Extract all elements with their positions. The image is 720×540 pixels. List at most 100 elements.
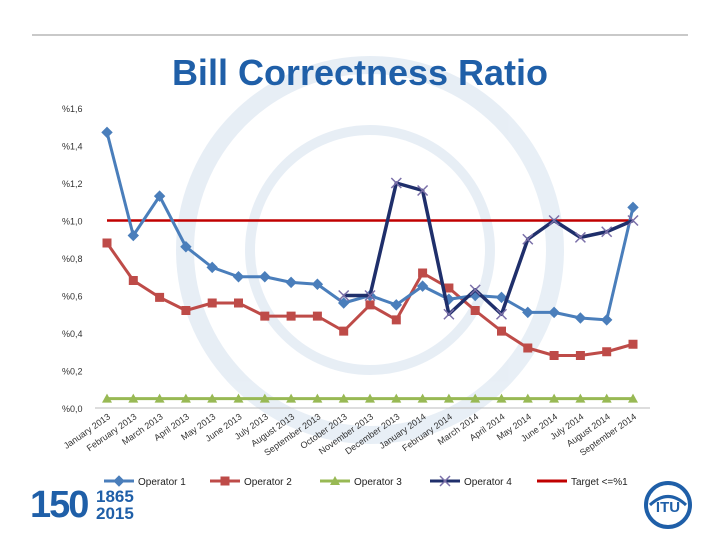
data-point-operator-4 — [601, 226, 613, 238]
data-point-operator-1 — [495, 291, 508, 304]
data-point-operator-1 — [574, 312, 587, 324]
legend-label: Operator 2 — [244, 477, 292, 488]
data-point-operator-3 — [365, 393, 375, 403]
data-point-operator-2 — [128, 276, 138, 285]
data-point-operator-3 — [207, 393, 218, 403]
data-point-operator-2 — [628, 339, 638, 349]
data-point-operator-3 — [259, 393, 270, 403]
data-point-operator-4 — [443, 308, 455, 320]
title-top-rule — [32, 34, 688, 36]
data-point-operator-1 — [153, 190, 166, 202]
data-point-operator-4 — [390, 177, 402, 189]
legend-swatch-marker — [330, 476, 340, 485]
footer: 150 1865 2015 ITU — [0, 470, 720, 540]
data-point-operator-1 — [390, 299, 403, 311]
data-point-operator-1 — [127, 229, 140, 242]
legend-swatch-marker — [220, 476, 230, 486]
data-point-operator-3 — [575, 393, 586, 403]
data-point-operator-2 — [181, 306, 191, 315]
year-start: 1865 — [96, 487, 134, 506]
data-point-operator-3 — [522, 393, 533, 403]
data-point-operator-4 — [364, 289, 376, 302]
data-point-operator-2 — [339, 326, 349, 336]
data-point-operator-2 — [207, 298, 217, 308]
y-tick-label: %0,8 — [62, 254, 83, 264]
data-point-operator-1 — [416, 280, 429, 292]
data-point-operator-3 — [391, 393, 402, 403]
anniversary-number: 150 — [30, 484, 89, 526]
legend-label: Operator 4 — [464, 477, 512, 488]
data-point-operator-2 — [391, 315, 401, 325]
data-point-operator-1 — [206, 261, 218, 274]
data-point-operator-1 — [627, 201, 639, 214]
data-point-operator-1 — [600, 314, 613, 326]
year-end: 2015 — [96, 504, 134, 523]
data-point-operator-4 — [548, 214, 560, 227]
data-point-operator-3 — [496, 393, 507, 403]
data-point-operator-3 — [233, 393, 244, 403]
data-point-operator-3 — [417, 393, 428, 403]
legend-label: Operator 3 — [354, 477, 402, 488]
legend-label: Operator 1 — [138, 477, 186, 488]
data-point-operator-2 — [155, 292, 165, 302]
data-point-operator-3 — [338, 393, 349, 403]
data-point-operator-3 — [628, 393, 638, 403]
y-tick-label: %1,2 — [62, 179, 83, 189]
data-point-operator-4 — [574, 231, 586, 243]
data-point-operator-1 — [232, 271, 245, 283]
data-point-operator-2 — [418, 268, 428, 278]
page-title: Bill Correctness Ratio — [171, 52, 549, 93]
y-tick-label: %0,0 — [62, 404, 83, 414]
data-point-operator-3 — [286, 393, 297, 403]
data-point-operator-2 — [102, 238, 112, 248]
data-point-operator-3 — [180, 393, 191, 403]
data-point-operator-4 — [469, 284, 481, 296]
anniversary-years: 1865 2015 — [96, 488, 156, 522]
data-point-operator-2 — [523, 343, 533, 353]
data-point-operator-4 — [495, 308, 508, 320]
data-point-operator-3 — [470, 393, 481, 403]
legend-label: Target <=%1 — [571, 477, 628, 488]
y-tick-label: %1,0 — [62, 217, 83, 227]
data-point-operator-2 — [497, 326, 506, 336]
data-point-operator-4 — [522, 233, 534, 245]
data-point-operator-2 — [602, 347, 612, 357]
data-point-operator-1 — [259, 271, 271, 283]
data-point-operator-2 — [234, 298, 243, 308]
data-point-operator-2 — [260, 311, 270, 321]
y-tick-label: %0,2 — [62, 367, 83, 377]
data-point-operator-2 — [444, 283, 454, 293]
data-point-operator-1 — [285, 276, 297, 289]
data-point-operator-1 — [180, 241, 192, 253]
data-point-operator-4 — [627, 214, 639, 227]
legend-swatch-marker — [439, 475, 451, 487]
y-tick-label: %0,6 — [62, 292, 83, 302]
data-point-operator-1 — [101, 126, 113, 139]
data-point-operator-1 — [522, 306, 534, 319]
data-point-operator-3 — [128, 393, 139, 403]
data-point-operator-2 — [470, 306, 480, 315]
data-point-operator-3 — [549, 393, 560, 403]
data-point-operator-3 — [154, 393, 165, 403]
data-point-operator-4 — [417, 184, 429, 197]
data-point-operator-1 — [337, 297, 350, 309]
itu-emblem-text: ITU — [656, 499, 680, 516]
data-point-operator-2 — [549, 351, 559, 360]
data-point-operator-2 — [575, 351, 585, 360]
data-point-operator-1 — [548, 306, 560, 319]
data-point-operator-3 — [601, 393, 612, 403]
series-line-operator-4 — [343, 181, 634, 316]
y-tick-label: %1,6 — [62, 104, 83, 114]
y-tick-label: %0,4 — [62, 329, 83, 339]
data-point-operator-2 — [365, 300, 375, 310]
data-point-operator-3 — [443, 393, 454, 403]
data-point-operator-3 — [312, 393, 323, 403]
data-point-operator-2 — [312, 311, 322, 321]
itu-emblem-icon: ITU — [644, 481, 692, 529]
y-tick-label: %1,4 — [62, 142, 83, 152]
data-point-operator-1 — [311, 278, 324, 290]
legend-swatch-marker — [113, 475, 125, 487]
data-point-operator-4 — [338, 289, 350, 302]
data-point-operator-2 — [286, 311, 296, 321]
